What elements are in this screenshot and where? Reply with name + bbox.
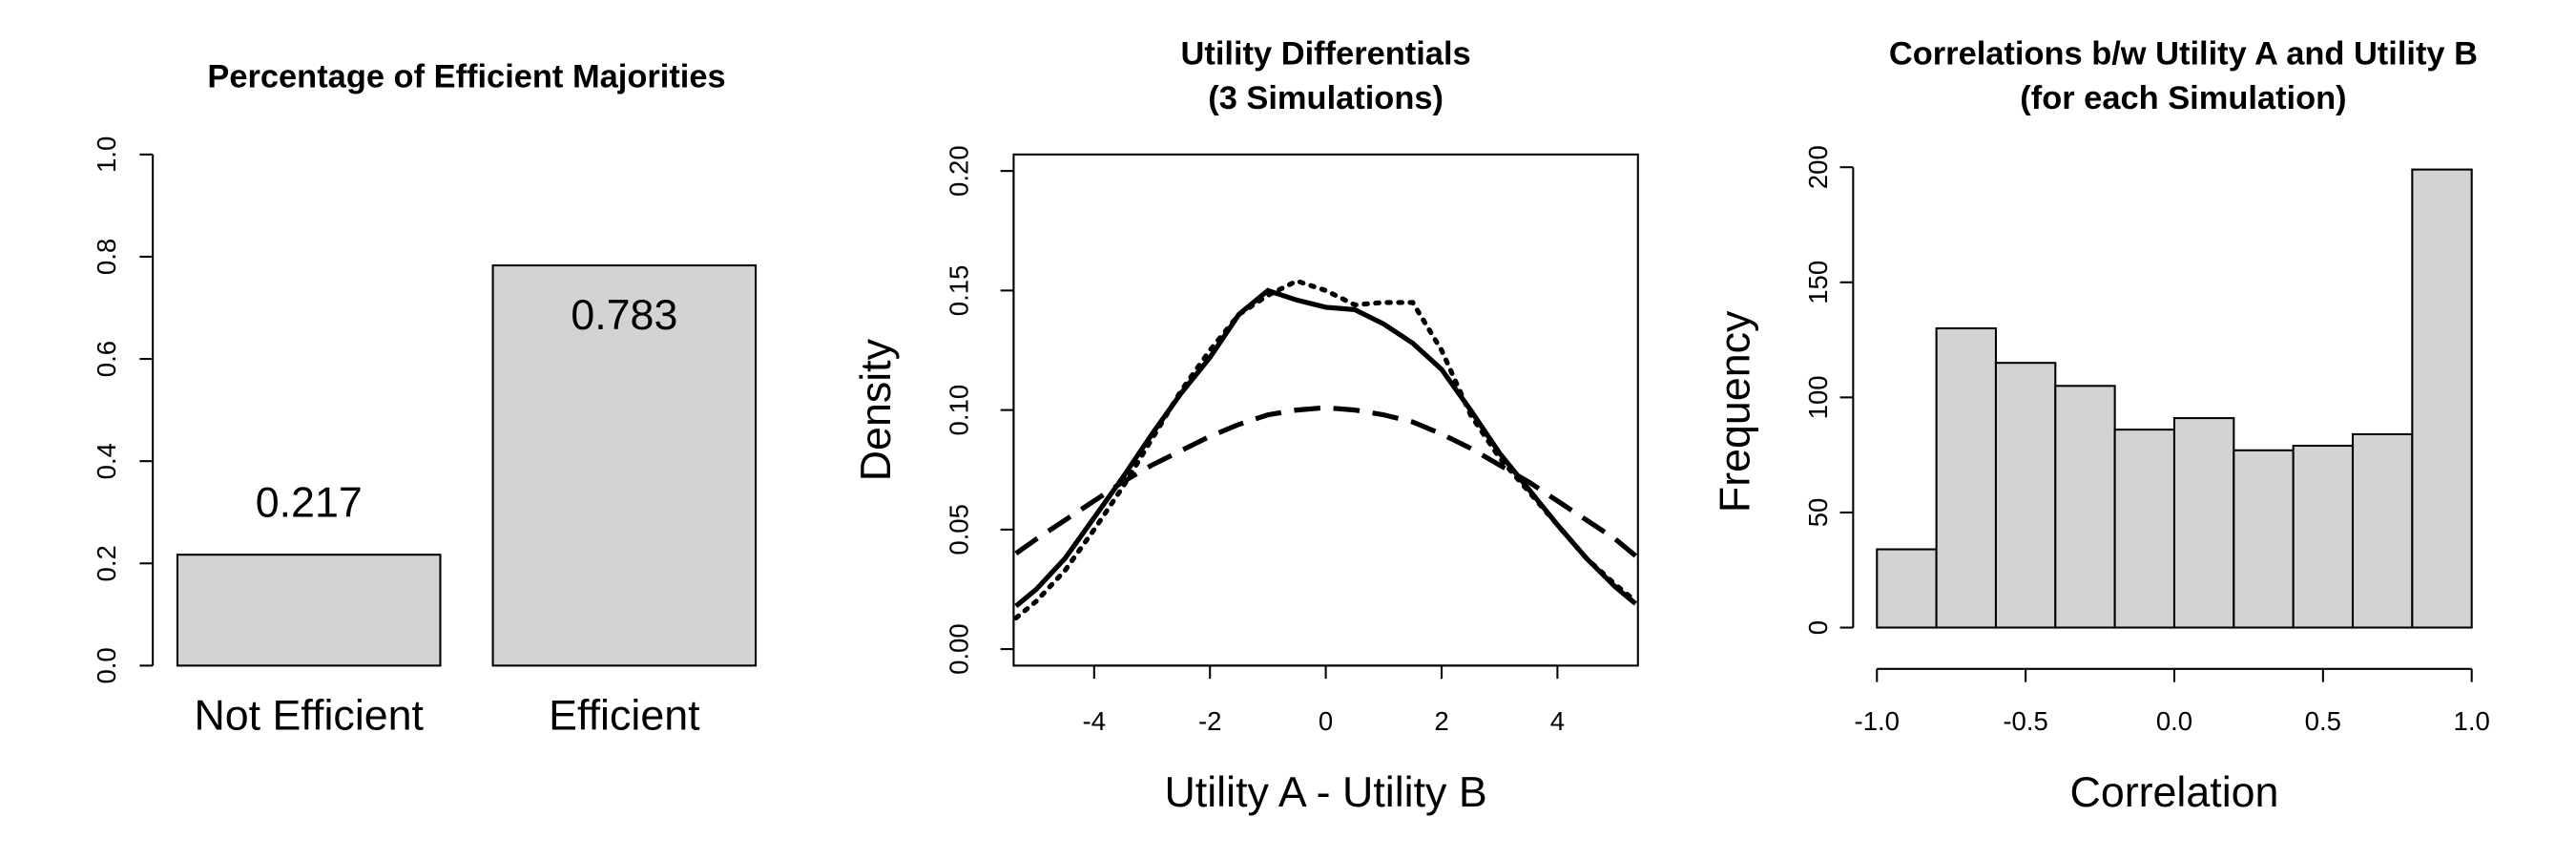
histogram-bar [2292, 444, 2355, 629]
y-tick-label: 0.4 [92, 443, 121, 479]
x-tick-label: 0.0 [2156, 706, 2192, 736]
x-tick-label: 1.0 [2454, 706, 2490, 736]
x-tick-label: Not Efficient [194, 691, 424, 739]
x-axis-label: Correlation [2069, 768, 2278, 816]
value-label: 0.217 [256, 478, 363, 526]
histogram-bar [2411, 168, 2473, 629]
chart-title: (for each Simulation) [2020, 80, 2346, 116]
y-tick-label: 50 [1803, 498, 1833, 528]
value-label: 0.783 [571, 291, 677, 339]
histogram-bar [1994, 362, 2057, 629]
density-line [1014, 405, 1637, 558]
histogram-bar [1876, 548, 1938, 629]
y-tick-label: 0 [1803, 620, 1833, 635]
x-tick-label: 0.5 [2305, 706, 2341, 736]
y-tick-label: 0.0 [92, 647, 121, 683]
histogram-bar [2233, 449, 2295, 629]
y-tick-label: 0.10 [945, 385, 974, 436]
chart-title: Correlations b/w Utility A and Utility B [1889, 36, 2478, 73]
x-tick-label: 2 [1434, 706, 1448, 736]
x-tick-label: 4 [1550, 706, 1565, 736]
y-axis-label: Frequency [1712, 310, 1759, 513]
histogram-bar [2054, 385, 2116, 629]
x-tick-label: -2 [1198, 706, 1222, 736]
chart-title: Utility Differentials [1181, 36, 1471, 73]
histogram-bar [2113, 429, 2176, 629]
density-line [1013, 278, 1638, 621]
y-tick-label: 0.6 [92, 341, 121, 377]
x-tick-label: Efficient [549, 691, 700, 739]
histogram-bar [2172, 417, 2235, 629]
x-axis-label: Utility A - Utility B [1164, 768, 1486, 816]
chart-title: Percentage of Efficient Majorities [207, 59, 725, 95]
y-tick-label: 0.00 [945, 623, 974, 675]
y-tick-label: 0.15 [945, 265, 974, 317]
x-tick-label: 0 [1319, 706, 1333, 736]
y-tick-label: 100 [1803, 375, 1833, 419]
y-tick-label: 1.0 [92, 136, 121, 173]
chart-title: (3 Simulations) [1208, 80, 1444, 116]
bar [491, 264, 758, 667]
y-tick-label: 200 [1803, 145, 1833, 189]
y-tick-label: 0.05 [945, 504, 974, 555]
y-tick-label: 0.8 [92, 239, 121, 275]
y-tick-label: 150 [1803, 261, 1833, 304]
y-tick-label: 0.2 [92, 545, 121, 581]
plot-frame [1012, 153, 1639, 667]
histogram-bar [1935, 326, 1997, 629]
x-tick-label: -0.5 [2003, 706, 2047, 736]
density-line [1014, 287, 1637, 609]
histogram-bar [2351, 432, 2414, 629]
x-tick-label: -1.0 [1855, 706, 1900, 736]
y-axis-label: Density [852, 338, 900, 481]
y-tick-label: 0.20 [945, 145, 974, 197]
bar [176, 554, 442, 667]
x-tick-label: -4 [1083, 706, 1107, 736]
